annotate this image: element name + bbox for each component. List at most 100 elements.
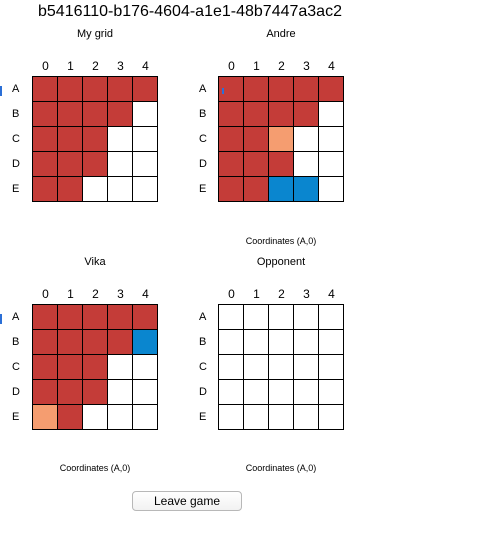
grid-cell-empty[interactable] <box>244 355 268 379</box>
grid-cell-empty[interactable] <box>219 380 243 404</box>
grid-cell-empty[interactable] <box>219 405 243 429</box>
grid-cell-miss[interactable] <box>294 177 318 201</box>
grid-cell-ship[interactable] <box>58 127 82 151</box>
grid-cell-empty[interactable] <box>83 405 107 429</box>
grid-cell-miss[interactable] <box>133 330 157 354</box>
grid-cell-ship[interactable] <box>83 305 107 329</box>
grid-cell-empty[interactable] <box>294 330 318 354</box>
grid-cell-ship[interactable] <box>83 77 107 101</box>
grid-cell-ship[interactable] <box>58 405 82 429</box>
grid-cell-empty[interactable] <box>319 152 343 176</box>
grid-cell-empty[interactable] <box>319 330 343 354</box>
grid-cell-ship[interactable] <box>219 152 243 176</box>
grid-cell-ship[interactable] <box>244 102 268 126</box>
grid-cell-ship[interactable] <box>108 102 132 126</box>
grid-cell-empty[interactable] <box>108 127 132 151</box>
grid-cell-empty[interactable] <box>108 355 132 379</box>
grid-cell-ship[interactable] <box>108 330 132 354</box>
grid-cell-ship[interactable] <box>58 305 82 329</box>
grid-cell-empty[interactable] <box>244 405 268 429</box>
grid-cell-empty[interactable] <box>133 177 157 201</box>
grid-cell-ship[interactable] <box>133 305 157 329</box>
grid-cell-empty[interactable] <box>319 177 343 201</box>
grid-cell-ship[interactable] <box>108 305 132 329</box>
grid-cell-ship[interactable] <box>83 152 107 176</box>
grid-cell-empty[interactable] <box>244 305 268 329</box>
grid-cell-ship[interactable] <box>244 177 268 201</box>
grid-cell-ship[interactable] <box>83 330 107 354</box>
grid-cell-empty[interactable] <box>319 405 343 429</box>
grid-cell-ship[interactable] <box>58 355 82 379</box>
grid-cell-ship[interactable] <box>219 102 243 126</box>
grid-cell-ship[interactable] <box>58 330 82 354</box>
grid-cell-empty[interactable] <box>133 355 157 379</box>
grid-cell-ship[interactable] <box>244 77 268 101</box>
grid-cell-empty[interactable] <box>133 152 157 176</box>
grid-cell-empty[interactable] <box>294 380 318 404</box>
grid-cell-ship[interactable] <box>83 102 107 126</box>
leave-game-button[interactable]: Leave game <box>132 491 242 511</box>
grid-cell-empty[interactable] <box>319 102 343 126</box>
grid-cell-ship[interactable] <box>108 77 132 101</box>
grid-cell-miss[interactable] <box>269 177 293 201</box>
grid-cell-ship[interactable] <box>244 152 268 176</box>
grid-cell-empty[interactable] <box>269 355 293 379</box>
grid-cell-empty[interactable] <box>244 380 268 404</box>
grid-cell-ship[interactable] <box>219 127 243 151</box>
grid-cell-empty[interactable] <box>133 405 157 429</box>
grid-cell-hit[interactable] <box>33 405 57 429</box>
grid-cell-empty[interactable] <box>269 380 293 404</box>
grid-cell-empty[interactable] <box>319 305 343 329</box>
grid-cell-empty[interactable] <box>108 152 132 176</box>
grid-cell-ship[interactable] <box>83 355 107 379</box>
grid-cell-empty[interactable] <box>133 380 157 404</box>
grid-cell-ship[interactable] <box>83 127 107 151</box>
grid-cell-ship[interactable] <box>58 177 82 201</box>
grid-cell-ship[interactable] <box>294 77 318 101</box>
grid-cell-ship[interactable] <box>33 330 57 354</box>
grid-cell-ship[interactable] <box>33 380 57 404</box>
grid-cell-ship[interactable] <box>58 77 82 101</box>
grid-cell-empty[interactable] <box>219 355 243 379</box>
grid-cell-empty[interactable] <box>294 305 318 329</box>
grid-cell-empty[interactable] <box>294 405 318 429</box>
grid-cell-empty[interactable] <box>294 355 318 379</box>
grid-cell-empty[interactable] <box>108 177 132 201</box>
grid-cell-empty[interactable] <box>133 127 157 151</box>
grid-cell-ship[interactable] <box>33 127 57 151</box>
grid-cell-empty[interactable] <box>294 152 318 176</box>
grid-cell-ship[interactable] <box>58 380 82 404</box>
grid-cell-ship[interactable] <box>33 177 57 201</box>
grid-cell-ship[interactable] <box>33 152 57 176</box>
grid-cell-ship[interactable] <box>269 152 293 176</box>
grid-cell-empty[interactable] <box>269 405 293 429</box>
grid-cell-ship[interactable] <box>33 77 57 101</box>
grid-cell-empty[interactable] <box>244 330 268 354</box>
grid-cell-ship[interactable] <box>58 102 82 126</box>
grid-cell-ship[interactable] <box>319 77 343 101</box>
grid-cell-ship[interactable] <box>219 177 243 201</box>
grid-cell-empty[interactable] <box>269 305 293 329</box>
grid-cell-empty[interactable] <box>269 330 293 354</box>
grid-cell-ship[interactable] <box>294 102 318 126</box>
grid-cell-ship[interactable] <box>33 305 57 329</box>
grid-cell-hit[interactable] <box>269 127 293 151</box>
grid-cell-empty[interactable] <box>219 305 243 329</box>
grid-cell-empty[interactable] <box>219 330 243 354</box>
grid-cell-ship[interactable] <box>269 102 293 126</box>
grid-cell-empty[interactable] <box>319 380 343 404</box>
grid-cell-ship[interactable] <box>133 77 157 101</box>
grid-cell-ship[interactable] <box>83 380 107 404</box>
grid-cell-ship[interactable] <box>269 77 293 101</box>
grid-cell-empty[interactable] <box>108 380 132 404</box>
grid-cell-empty[interactable] <box>319 127 343 151</box>
grid-cell-ship[interactable] <box>33 102 57 126</box>
grid-cell-empty[interactable] <box>294 127 318 151</box>
grid-cell-empty[interactable] <box>108 405 132 429</box>
grid-cell-empty[interactable] <box>83 177 107 201</box>
grid-cell-empty[interactable] <box>319 355 343 379</box>
grid-cell-empty[interactable] <box>133 102 157 126</box>
grid-cell-ship[interactable] <box>33 355 57 379</box>
grid-cell-ship[interactable] <box>58 152 82 176</box>
grid-cell-ship[interactable] <box>244 127 268 151</box>
